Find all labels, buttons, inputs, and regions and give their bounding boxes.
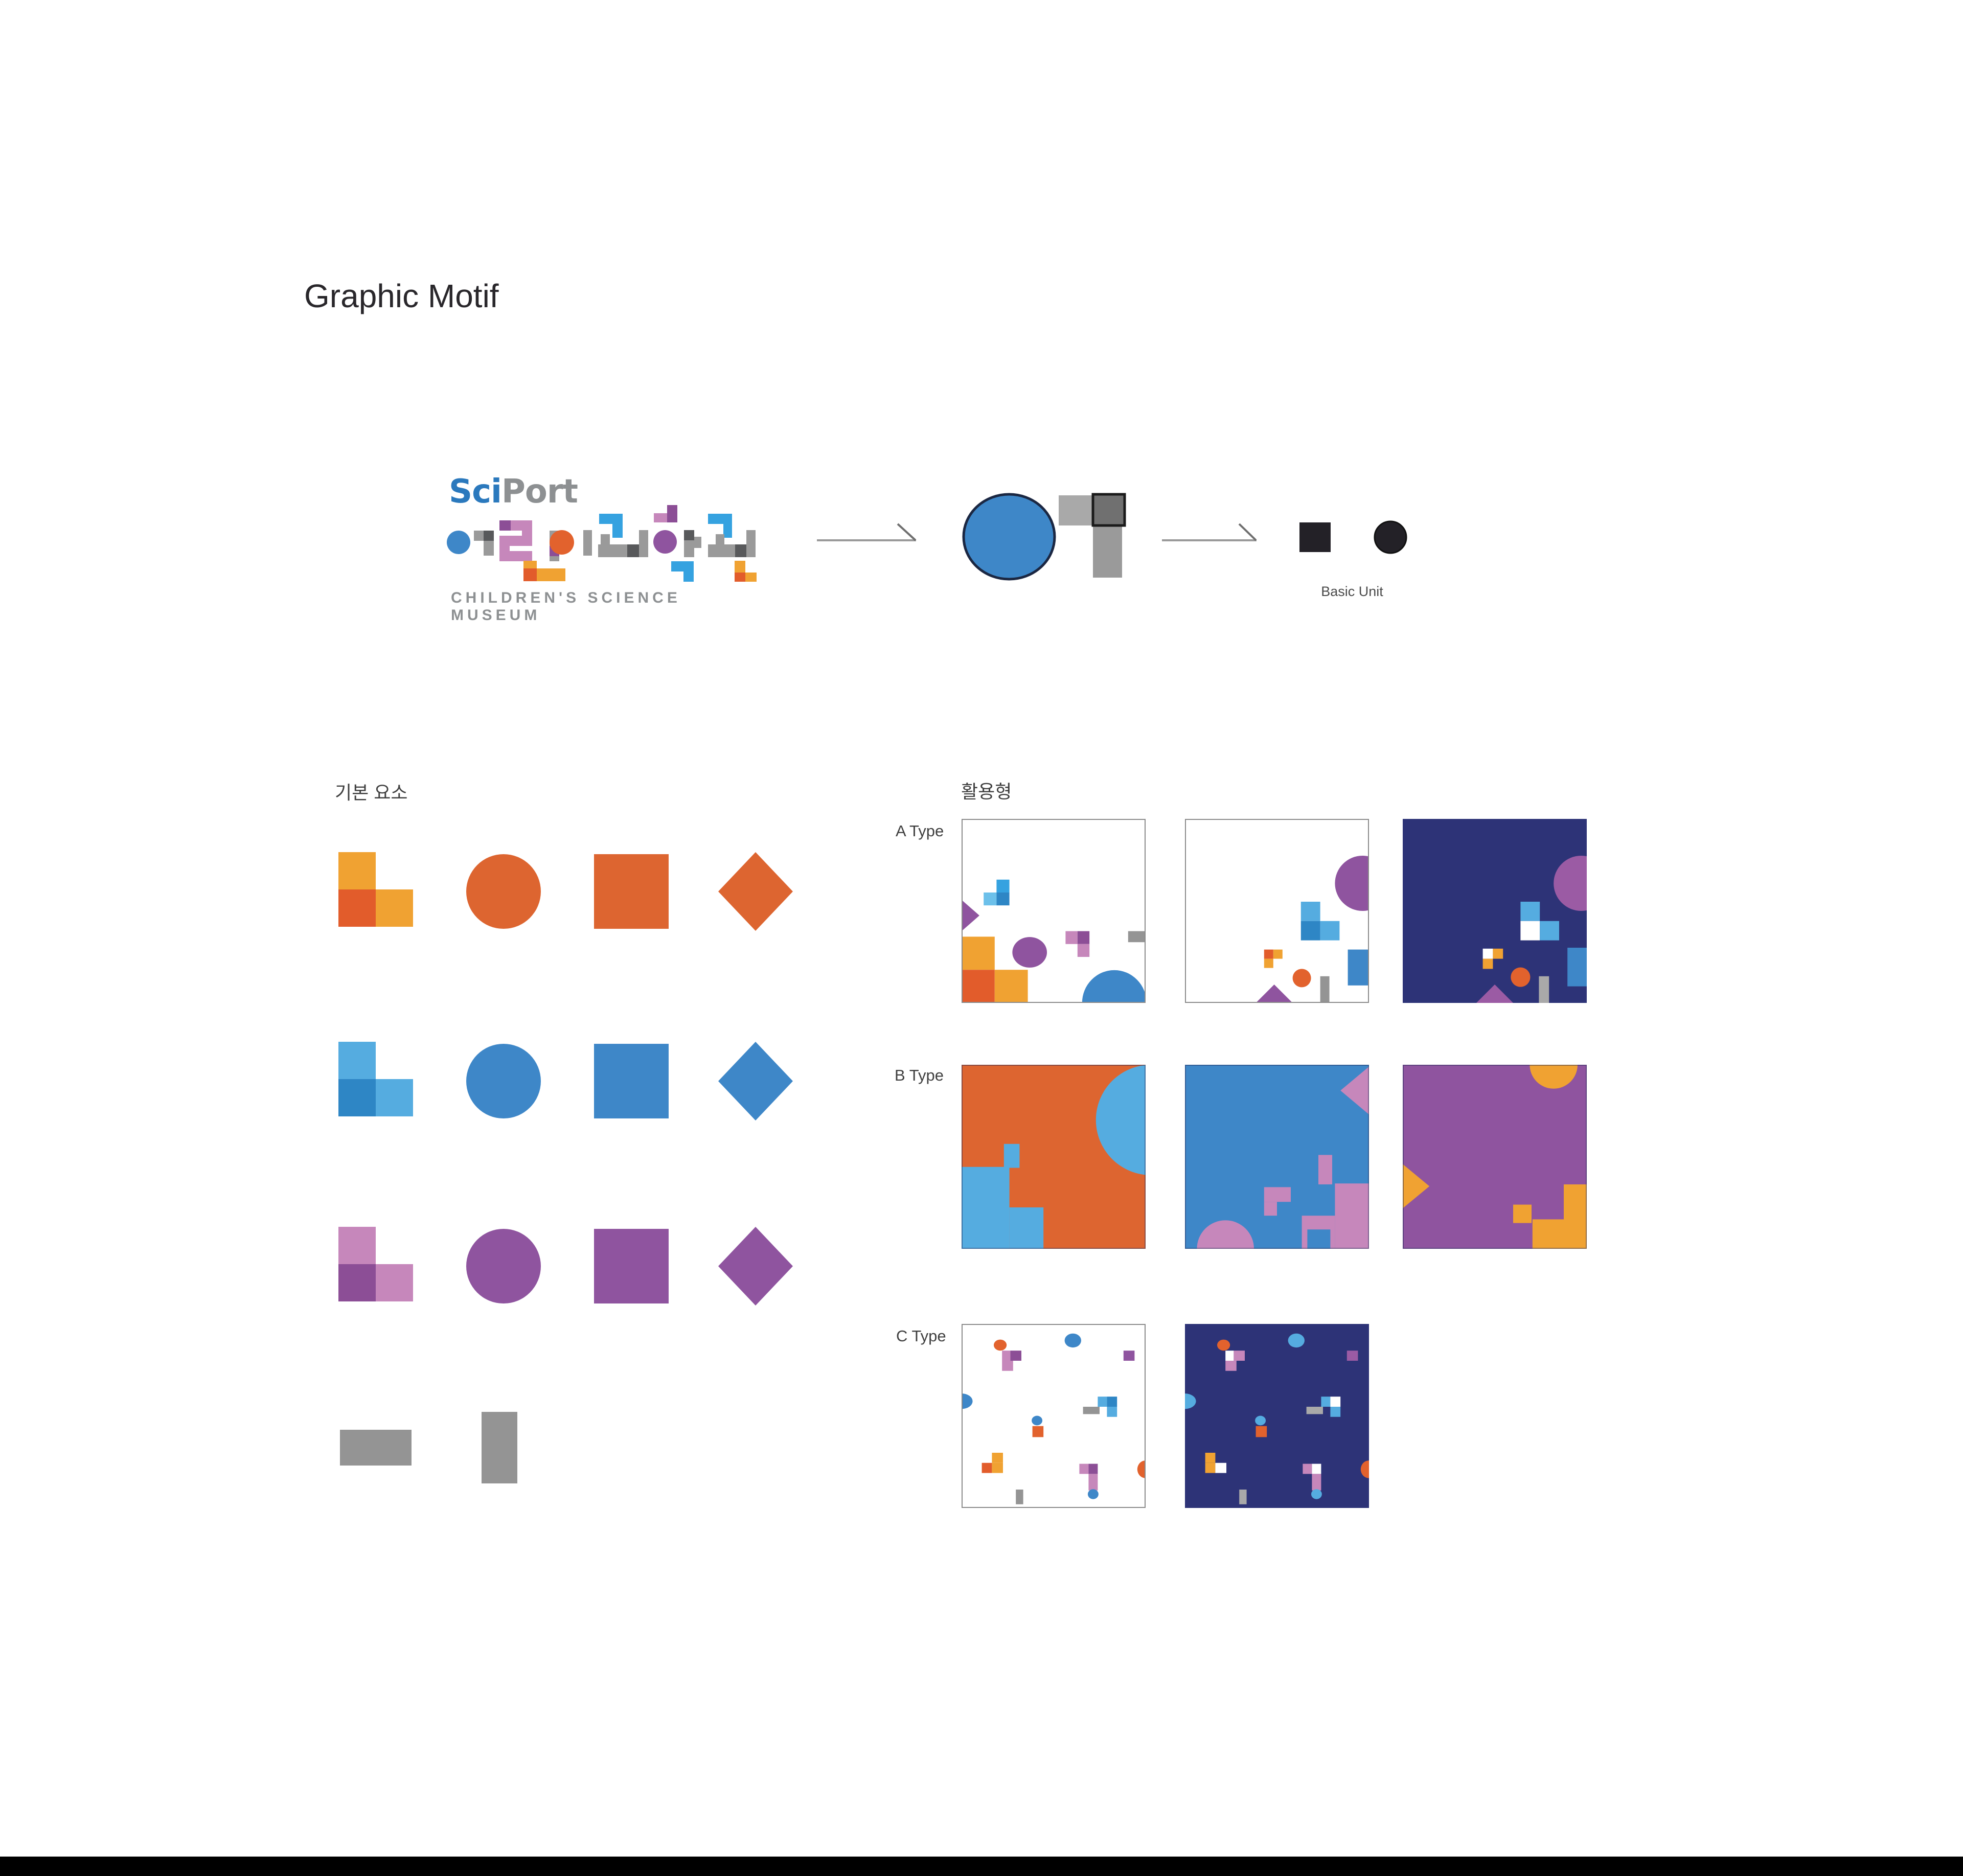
orange-diamond bbox=[718, 852, 793, 931]
type-label-b: B Type bbox=[895, 1066, 944, 1084]
motif-gray-square bbox=[1059, 495, 1094, 525]
a-type-tile-2 bbox=[1185, 819, 1369, 1003]
basic-unit-label: Basic Unit bbox=[1321, 584, 1383, 599]
wordmark-port: Port bbox=[501, 473, 578, 511]
sciport-logo-art: SciPort bbox=[447, 473, 757, 582]
basic-unit-square bbox=[1299, 522, 1331, 552]
svg-text:SciPort: SciPort bbox=[449, 473, 578, 511]
c-type-tile-1 bbox=[962, 1324, 1146, 1508]
orange-l-motif bbox=[338, 852, 413, 927]
hangul-o-circle bbox=[447, 531, 470, 554]
footer-bar bbox=[0, 1857, 1963, 1876]
type-label-a: A Type bbox=[896, 822, 944, 840]
wordmark-sci: Sci bbox=[449, 473, 501, 511]
purple-circle bbox=[466, 1229, 541, 1303]
orange-square bbox=[594, 854, 669, 929]
motif-gray-bar bbox=[1093, 525, 1122, 578]
b-type-tile-3 bbox=[1403, 1065, 1587, 1249]
c-type-tile-2 bbox=[1185, 1324, 1369, 1508]
applications-label: 활용형 bbox=[961, 781, 1012, 802]
blue-square bbox=[594, 1044, 669, 1118]
motif-highlight-square bbox=[1091, 493, 1126, 527]
b-type-tile-1 bbox=[962, 1065, 1146, 1249]
sciport-logo: 어린이과학관 SciPort bbox=[440, 468, 772, 624]
page-title: Graphic Motif bbox=[304, 278, 499, 314]
blue-circle bbox=[466, 1044, 541, 1118]
logo-subtitle: CHILDREN'S SCIENCE MUSEUM bbox=[451, 589, 681, 624]
blue-diamond bbox=[718, 1042, 793, 1120]
a-type-tile-1 bbox=[962, 819, 1146, 1003]
a-type-tile-3 bbox=[1403, 819, 1587, 1003]
type-label-c: C Type bbox=[896, 1327, 946, 1345]
motif-extraction-diagram bbox=[817, 493, 1407, 581]
purple-l-motif bbox=[338, 1227, 413, 1301]
b-type-tile-2 bbox=[1185, 1065, 1369, 1249]
blue-l-motif bbox=[338, 1042, 413, 1116]
basic-unit-circle bbox=[1374, 520, 1407, 554]
purple-diamond bbox=[718, 1227, 793, 1306]
hangul-h-circle bbox=[653, 530, 677, 554]
motif-blue-circle bbox=[962, 493, 1056, 581]
basic-elements-label: 기본 요소 bbox=[335, 782, 408, 803]
gray-vertical-bar bbox=[482, 1412, 517, 1483]
hangul-i-circle bbox=[550, 530, 574, 555]
gray-horizontal-bar bbox=[340, 1430, 412, 1466]
arrow-barb bbox=[897, 523, 917, 541]
arrow-barb bbox=[1238, 523, 1257, 541]
orange-circle bbox=[466, 854, 541, 929]
purple-square bbox=[594, 1229, 669, 1303]
